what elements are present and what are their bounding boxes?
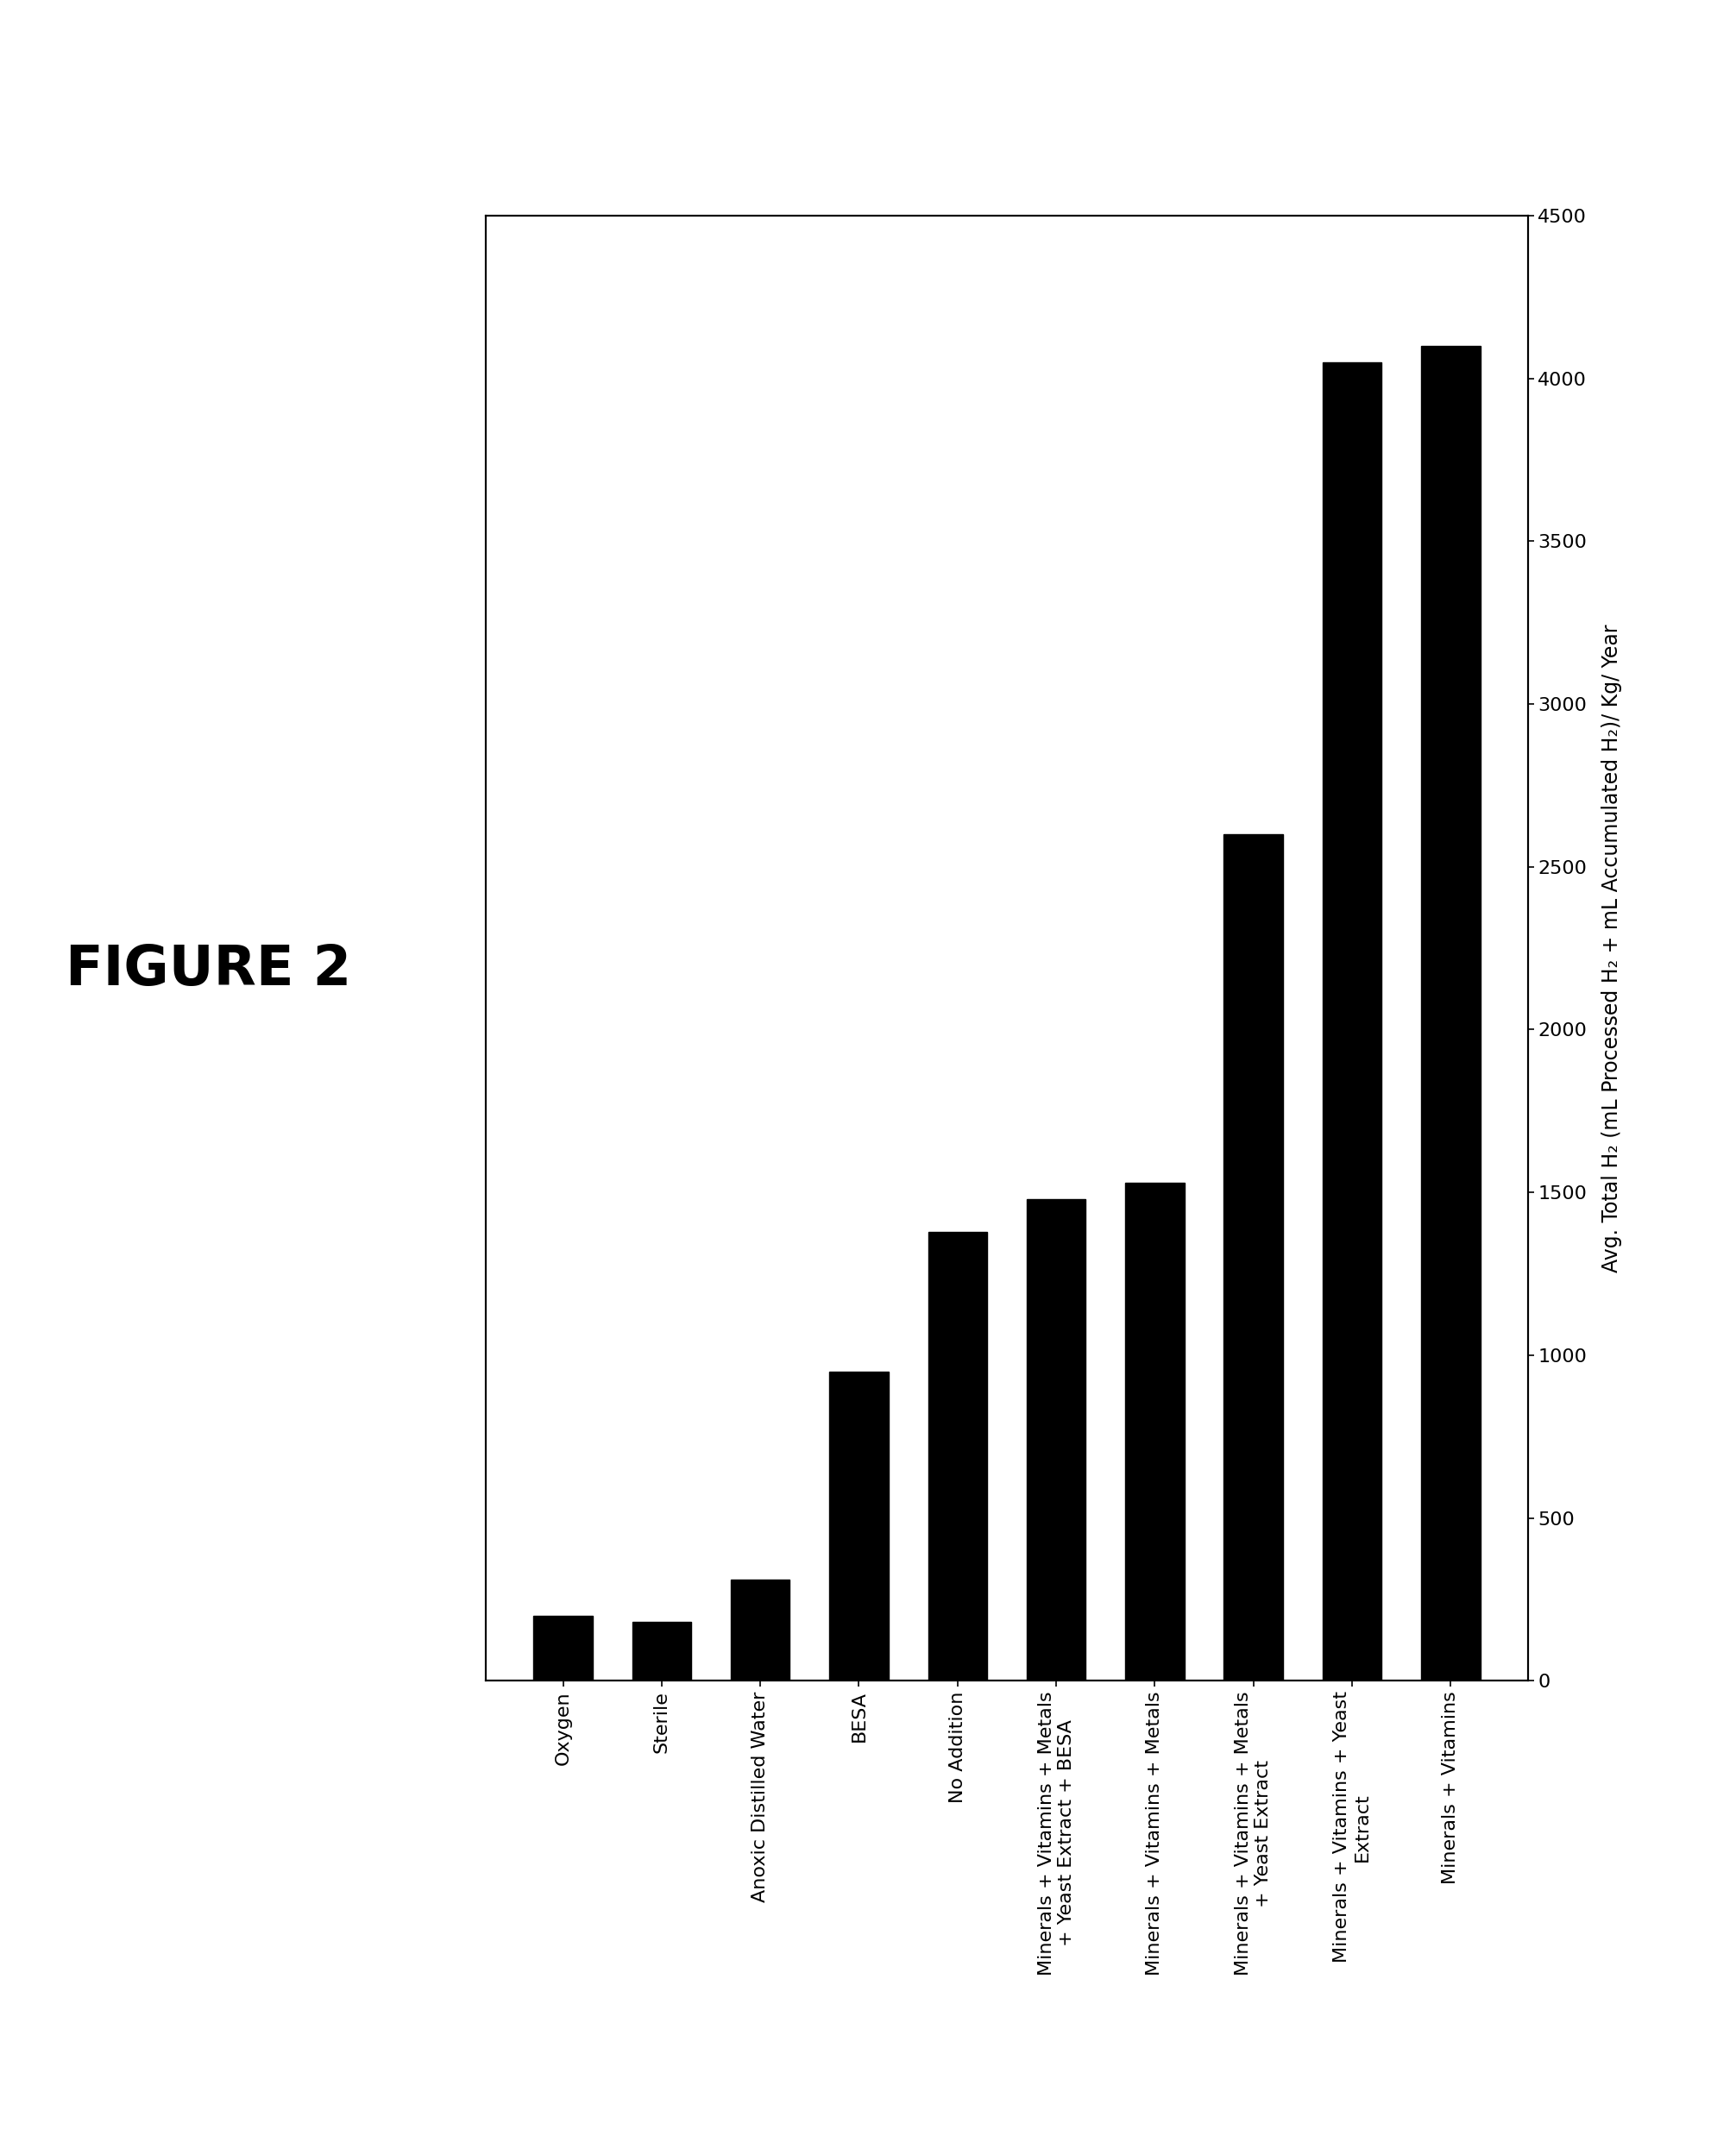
Bar bbox=[1422, 345, 1481, 1681]
Bar bbox=[1323, 362, 1382, 1681]
Bar bbox=[929, 1231, 988, 1681]
Bar bbox=[1125, 1183, 1184, 1681]
Bar bbox=[731, 1580, 790, 1681]
Bar bbox=[1026, 1198, 1085, 1681]
Bar bbox=[830, 1371, 889, 1681]
Bar bbox=[533, 1616, 592, 1681]
Bar bbox=[632, 1623, 691, 1681]
Bar bbox=[1224, 834, 1283, 1681]
Y-axis label: Avg. Total H₂ (mL Processed H₂ + mL Accumulated H₂)/ Kg/ Year: Avg. Total H₂ (mL Processed H₂ + mL Accu… bbox=[1601, 625, 1621, 1271]
Text: FIGURE 2: FIGURE 2 bbox=[66, 944, 351, 996]
